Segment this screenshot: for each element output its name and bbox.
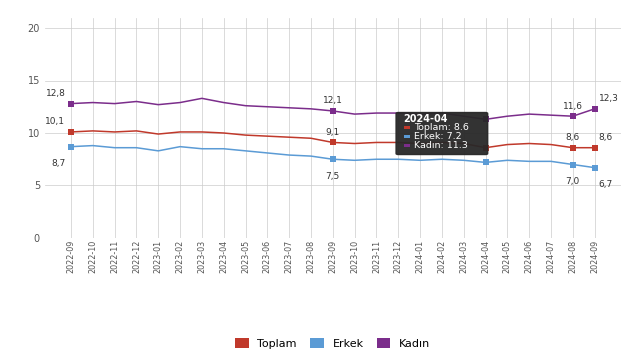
Text: 12,8: 12,8: [45, 89, 65, 98]
FancyBboxPatch shape: [404, 144, 410, 147]
Text: 11,6: 11,6: [563, 102, 583, 111]
Legend: Toplam, Erkek, Kadın: Toplam, Erkek, Kadın: [231, 334, 435, 350]
Text: 8,7: 8,7: [51, 159, 65, 168]
FancyBboxPatch shape: [404, 135, 410, 138]
Text: 8,6: 8,6: [566, 133, 580, 142]
Text: Erkek: 7.2: Erkek: 7.2: [413, 132, 461, 141]
Text: 7,0: 7,0: [566, 177, 580, 186]
Text: 12,3: 12,3: [599, 94, 619, 103]
Text: Toplam: 8.6: Toplam: 8.6: [413, 124, 468, 132]
Text: 9,1: 9,1: [326, 128, 340, 137]
Text: 2024-04: 2024-04: [404, 114, 448, 124]
Text: 12,1: 12,1: [323, 96, 343, 105]
FancyBboxPatch shape: [396, 112, 488, 154]
Text: Kadın: 11.3: Kadın: 11.3: [413, 141, 468, 150]
FancyBboxPatch shape: [404, 126, 410, 130]
Text: 7,5: 7,5: [326, 172, 340, 181]
Text: 10,1: 10,1: [45, 117, 65, 126]
Text: 8,6: 8,6: [599, 133, 613, 142]
Text: 6,7: 6,7: [599, 180, 613, 189]
